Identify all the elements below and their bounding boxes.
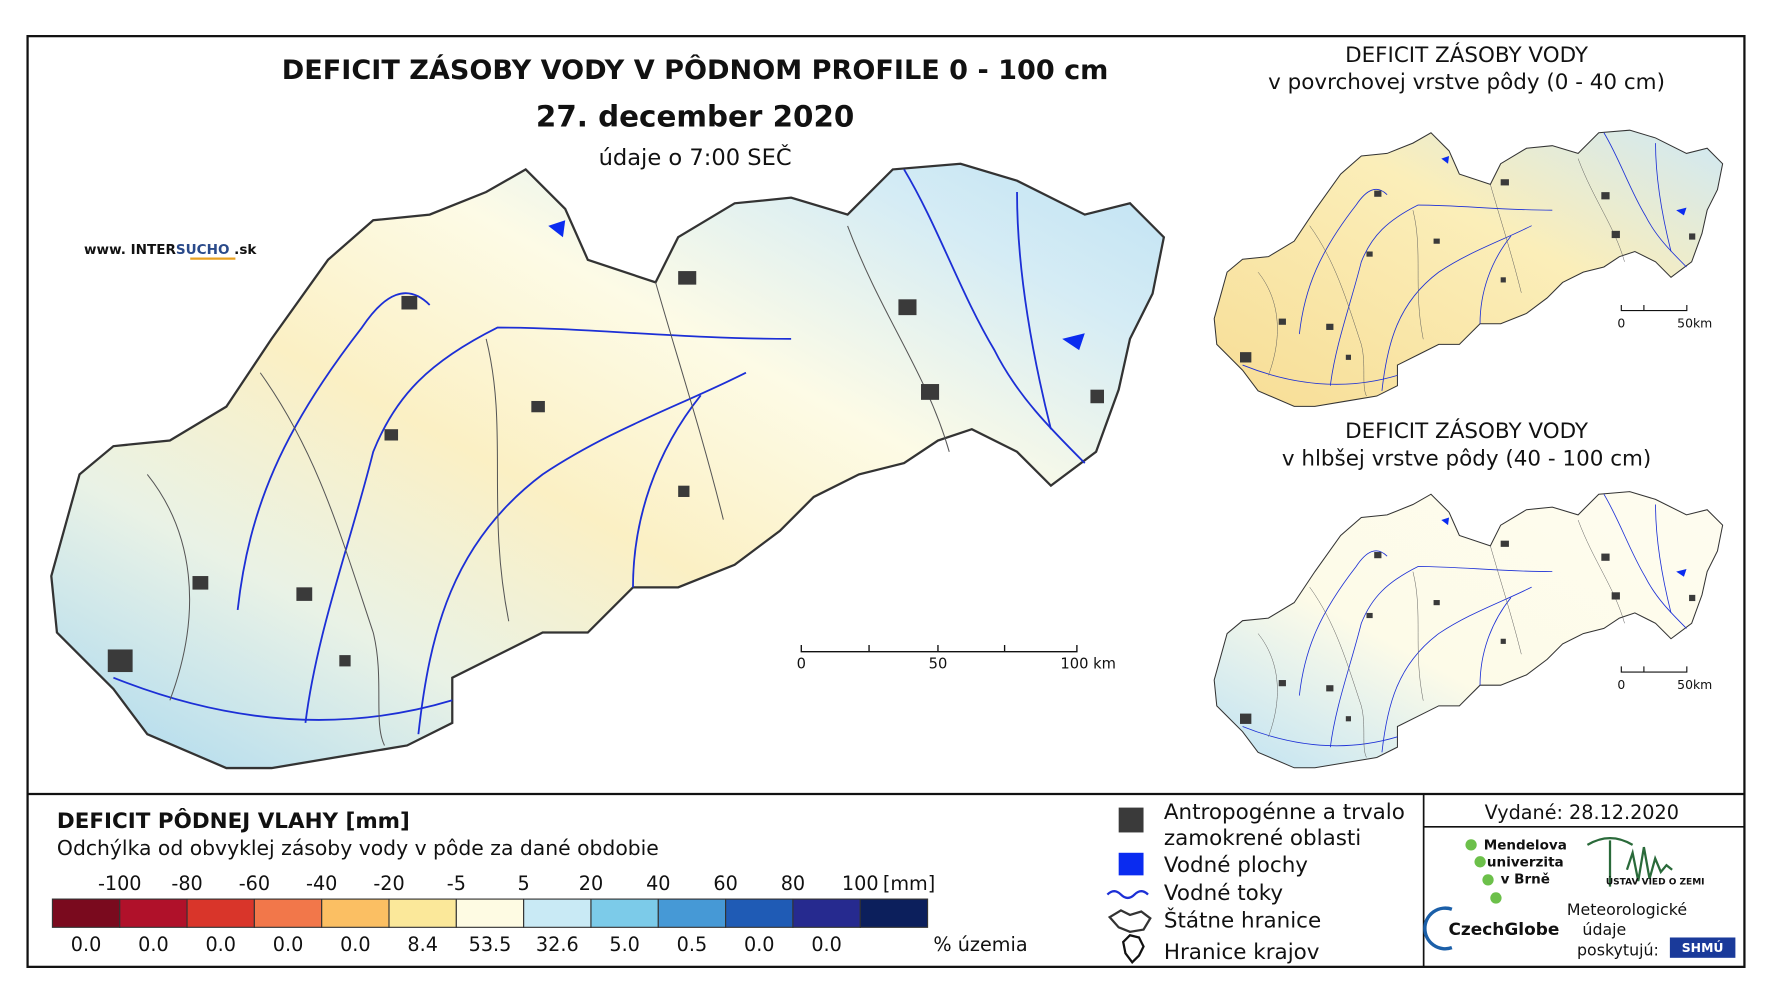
legend-swatch (455, 898, 525, 928)
logo-dots (1465, 839, 1502, 904)
inset-title: DEFICIT ZÁSOBY VODY (1345, 42, 1589, 68)
legend-swatch (792, 898, 861, 928)
legend-swatch (119, 898, 188, 928)
key-label: Hranice krajov (1164, 940, 1320, 965)
key-label: Vodné plochy (1164, 853, 1308, 878)
scale-label: 50 (929, 656, 948, 673)
logo-graphic (1586, 836, 1673, 887)
time-note: údaje o 7:00 SEČ (599, 143, 792, 171)
legend-break: 80 (781, 872, 805, 895)
key-symbol (1107, 909, 1152, 934)
inset-title: DEFICIT ZÁSOBY VODY (1345, 418, 1589, 444)
scale-label: 0 (1617, 677, 1625, 692)
legend-percentage: 0.0 (744, 933, 775, 956)
key-symbol (1118, 852, 1144, 876)
legend-percentage: 0.0 (138, 933, 169, 956)
logo-text: v Brně (1501, 871, 1550, 887)
legend-break: 5 (518, 872, 530, 895)
legend-break: 20 (579, 872, 603, 895)
provider-text: poskytujú: (1577, 941, 1659, 960)
frame (26, 35, 1746, 968)
legend-break: -5 (447, 872, 466, 895)
key-label: Štátne hranice (1164, 907, 1321, 933)
main-date: 27. december 2020 (536, 100, 854, 134)
legend-swatch (253, 898, 323, 928)
legend-swatch (590, 898, 659, 928)
legend-percentage: 0.0 (811, 933, 842, 956)
legend-percentage: 0.0 (273, 933, 304, 956)
legend-swatch (859, 898, 929, 928)
legend-break: 40 (646, 872, 670, 895)
legend-percentage: 8.4 (407, 933, 438, 956)
legend-percentage: 0.0 (340, 933, 371, 956)
key-label: zamokrené oblasti (1164, 826, 1361, 851)
key-label: Vodné toky (1164, 881, 1284, 906)
legend-swatch (51, 898, 121, 928)
website: www. INTERSUCHO .sk (84, 242, 257, 258)
legend-scale: -100 -80 -60 -40 -20 -5 5 20 40 60 80 100 [mm] 0.0 0.0… (51, 872, 935, 956)
logo-text: Mendelova (1484, 837, 1567, 853)
legend-swatch (186, 898, 255, 928)
key-label: Antropogénne a trvalo (1164, 800, 1405, 825)
legend-percentage: 5.0 (609, 933, 640, 956)
legend-percentage: 0.0 (205, 933, 236, 956)
logo-text: CzechGlobe (1448, 919, 1559, 939)
provider-text: údaje (1582, 920, 1626, 939)
legend-swatch (523, 898, 592, 928)
scale-label: 50km (1677, 316, 1712, 331)
scale-label: 100 km (1060, 656, 1115, 673)
legend-title: DEFICIT PÔDNEJ VLAHY [mm] (57, 808, 410, 834)
legend-break: -60 (239, 872, 270, 895)
key-symbol (1106, 890, 1149, 900)
legend-unit: [mm] (883, 872, 935, 895)
legend-percentage: 53.5 (469, 933, 512, 956)
key-symbol (1118, 807, 1144, 833)
percent-label: % územia (933, 933, 1027, 956)
legend-percentage: 0.5 (677, 933, 708, 956)
inset-map-bottom (1213, 491, 1724, 769)
legend-break: 60 (713, 872, 737, 895)
inset-subtitle: v hlbšej vrstve pôdy (40 - 100 cm) (1282, 446, 1651, 471)
issued-date: Vydané: 28.12.2020 (1485, 801, 1679, 824)
legend-break: -20 (373, 872, 404, 895)
logo-text: ÚSTAV VIED O ZEMI (1606, 875, 1705, 887)
scale-label: 0 (1617, 316, 1625, 331)
logo-text: univerzita (1487, 854, 1564, 870)
legend-break: -80 (171, 872, 202, 895)
legend-swatch (725, 898, 794, 928)
legend-break: -100 (98, 872, 142, 895)
inset-subtitle: v povrchovej vrstve pôdy (0 - 40 cm) (1268, 70, 1665, 95)
scale-bar (1620, 666, 1688, 673)
scale-bar (1620, 304, 1688, 312)
legend-percentage: 32.6 (536, 933, 579, 956)
legend-swatch (321, 898, 390, 928)
scale-bar (800, 644, 1078, 653)
legend-percentage: 0.0 (71, 933, 102, 956)
logo-graphic (1669, 937, 1736, 958)
legend-swatch (388, 898, 457, 928)
scale-label: 50km (1677, 677, 1712, 692)
legend-break: -40 (306, 872, 337, 895)
main-title: DEFICIT ZÁSOBY VODY V PÔDNOM PROFILE 0 -… (282, 54, 1109, 86)
inset-map-top (1213, 129, 1724, 407)
legend-swatch (657, 898, 727, 928)
logo-text: SHMÚ (1682, 940, 1724, 955)
key-symbol (1121, 933, 1145, 965)
logo-graphic (1423, 906, 1453, 951)
legend-break: 100 (842, 872, 879, 895)
scale-label: 0 (797, 656, 806, 673)
legend-subtitle: Odchýlka od obvyklej zásoby vody v pôde … (57, 836, 659, 860)
provider-text: Meteorologické (1567, 900, 1687, 919)
